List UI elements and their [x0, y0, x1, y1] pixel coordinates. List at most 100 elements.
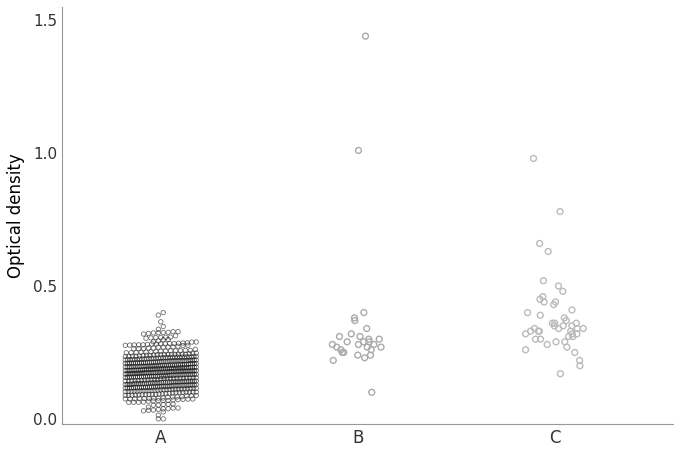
- Point: [137, 363, 148, 370]
- Point: [177, 361, 188, 369]
- Point: [177, 342, 188, 349]
- Point: [179, 382, 190, 389]
- Point: [137, 366, 148, 374]
- Point: [154, 390, 165, 398]
- Point: [549, 322, 560, 330]
- Point: [168, 396, 179, 404]
- Point: [157, 369, 168, 376]
- Point: [571, 320, 581, 327]
- Point: [177, 396, 188, 403]
- Point: [185, 381, 196, 389]
- Point: [134, 395, 145, 402]
- Point: [158, 354, 169, 361]
- Point: [171, 378, 182, 385]
- Point: [134, 363, 145, 370]
- Point: [158, 329, 169, 336]
- Point: [159, 351, 170, 358]
- Point: [132, 356, 143, 363]
- Point: [124, 360, 135, 367]
- Point: [130, 391, 141, 399]
- Point: [142, 341, 153, 348]
- Point: [168, 405, 179, 412]
- Point: [144, 359, 155, 366]
- Point: [563, 333, 574, 340]
- Point: [127, 356, 138, 363]
- Point: [150, 365, 161, 373]
- Point: [191, 353, 202, 360]
- Point: [562, 344, 573, 351]
- Point: [529, 325, 540, 332]
- Point: [170, 365, 181, 372]
- Point: [138, 407, 149, 415]
- Point: [173, 328, 184, 335]
- Point: [154, 358, 165, 365]
- Point: [184, 353, 194, 360]
- Point: [163, 400, 173, 408]
- Point: [163, 351, 173, 358]
- Point: [146, 387, 157, 394]
- Point: [181, 389, 192, 396]
- Point: [138, 399, 149, 406]
- Point: [367, 389, 377, 396]
- Point: [535, 311, 546, 319]
- Point: [183, 378, 194, 385]
- Point: [153, 344, 164, 351]
- Point: [173, 405, 184, 412]
- Point: [137, 370, 148, 377]
- Point: [135, 349, 146, 356]
- Point: [126, 349, 137, 356]
- Point: [160, 340, 171, 347]
- Point: [186, 367, 197, 375]
- Point: [120, 381, 131, 388]
- Point: [174, 354, 185, 361]
- Point: [180, 364, 190, 371]
- Point: [146, 334, 156, 341]
- Point: [158, 372, 169, 380]
- Point: [174, 389, 185, 396]
- Point: [566, 330, 577, 337]
- Point: [158, 365, 169, 372]
- Point: [175, 364, 186, 371]
- Point: [184, 367, 194, 375]
- Point: [175, 347, 186, 355]
- Point: [160, 365, 171, 372]
- Point: [120, 374, 131, 381]
- Point: [182, 339, 193, 346]
- Point: [173, 365, 184, 372]
- Point: [120, 356, 131, 364]
- Point: [163, 336, 173, 343]
- Point: [561, 317, 572, 324]
- Point: [178, 367, 189, 375]
- Point: [136, 377, 147, 384]
- Point: [535, 336, 546, 343]
- Point: [182, 367, 193, 375]
- Point: [128, 360, 139, 367]
- Point: [533, 327, 544, 335]
- Point: [187, 360, 198, 367]
- Point: [165, 333, 176, 340]
- Point: [123, 392, 134, 399]
- Point: [185, 360, 196, 367]
- Point: [173, 343, 184, 350]
- Point: [163, 397, 173, 404]
- Point: [175, 361, 186, 369]
- Point: [142, 373, 153, 380]
- Point: [539, 298, 549, 306]
- Point: [168, 365, 179, 372]
- Y-axis label: Optical density: Optical density: [7, 153, 25, 278]
- Point: [156, 358, 167, 365]
- Point: [152, 351, 163, 358]
- Point: [131, 380, 142, 387]
- Point: [574, 357, 585, 364]
- Point: [126, 377, 137, 385]
- Point: [164, 386, 175, 393]
- Point: [149, 379, 160, 386]
- Point: [169, 368, 180, 375]
- Point: [166, 378, 177, 385]
- Point: [181, 382, 192, 389]
- Point: [187, 381, 198, 389]
- Point: [153, 397, 164, 404]
- Point: [136, 384, 147, 391]
- Point: [130, 363, 141, 370]
- Point: [134, 384, 145, 391]
